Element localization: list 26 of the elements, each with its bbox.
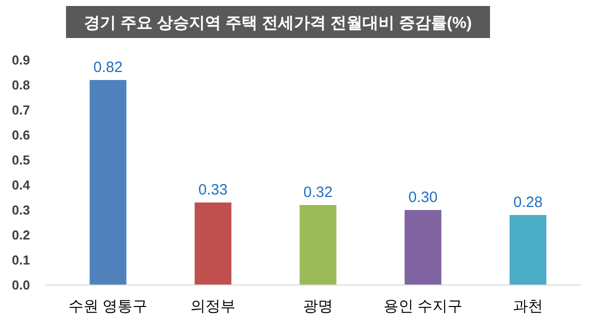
x-tick-label: 광명: [303, 298, 333, 315]
y-tick-label: 0.9: [12, 52, 30, 68]
y-tick-label: 0.1: [12, 252, 30, 268]
x-tick-label: 과천: [512, 298, 543, 315]
bar: [510, 215, 546, 285]
y-tick-label: 0.3: [12, 202, 30, 218]
data-label: 0.82: [93, 59, 123, 76]
x-tick-label: 의정부: [190, 298, 236, 315]
bar: [90, 80, 126, 285]
bar: [300, 205, 336, 285]
y-tick-label: 0.4: [12, 178, 31, 193]
y-tick-label: 0.8: [12, 78, 30, 93]
bar: [404, 210, 442, 285]
x-tick-label: 용인 수지구: [383, 298, 463, 315]
data-label: 0.32: [303, 184, 333, 201]
bar: [194, 202, 232, 285]
y-tick-label: 0.6: [12, 128, 30, 143]
x-tick-label: 수원 영통구: [68, 298, 148, 315]
data-label: 0.33: [198, 182, 228, 198]
y-tick-label: 0.2: [12, 228, 30, 243]
y-tick-label: 0.5: [12, 152, 30, 168]
data-label: 0.30: [408, 189, 438, 206]
y-tick-label: 0.7: [12, 102, 30, 118]
data-label: 0.28: [513, 194, 543, 211]
chart-title: 경기 주요 상승지역 주택 전세가격 전월대비 증감률(%): [84, 15, 472, 32]
y-tick-label: 0.0: [12, 278, 30, 293]
